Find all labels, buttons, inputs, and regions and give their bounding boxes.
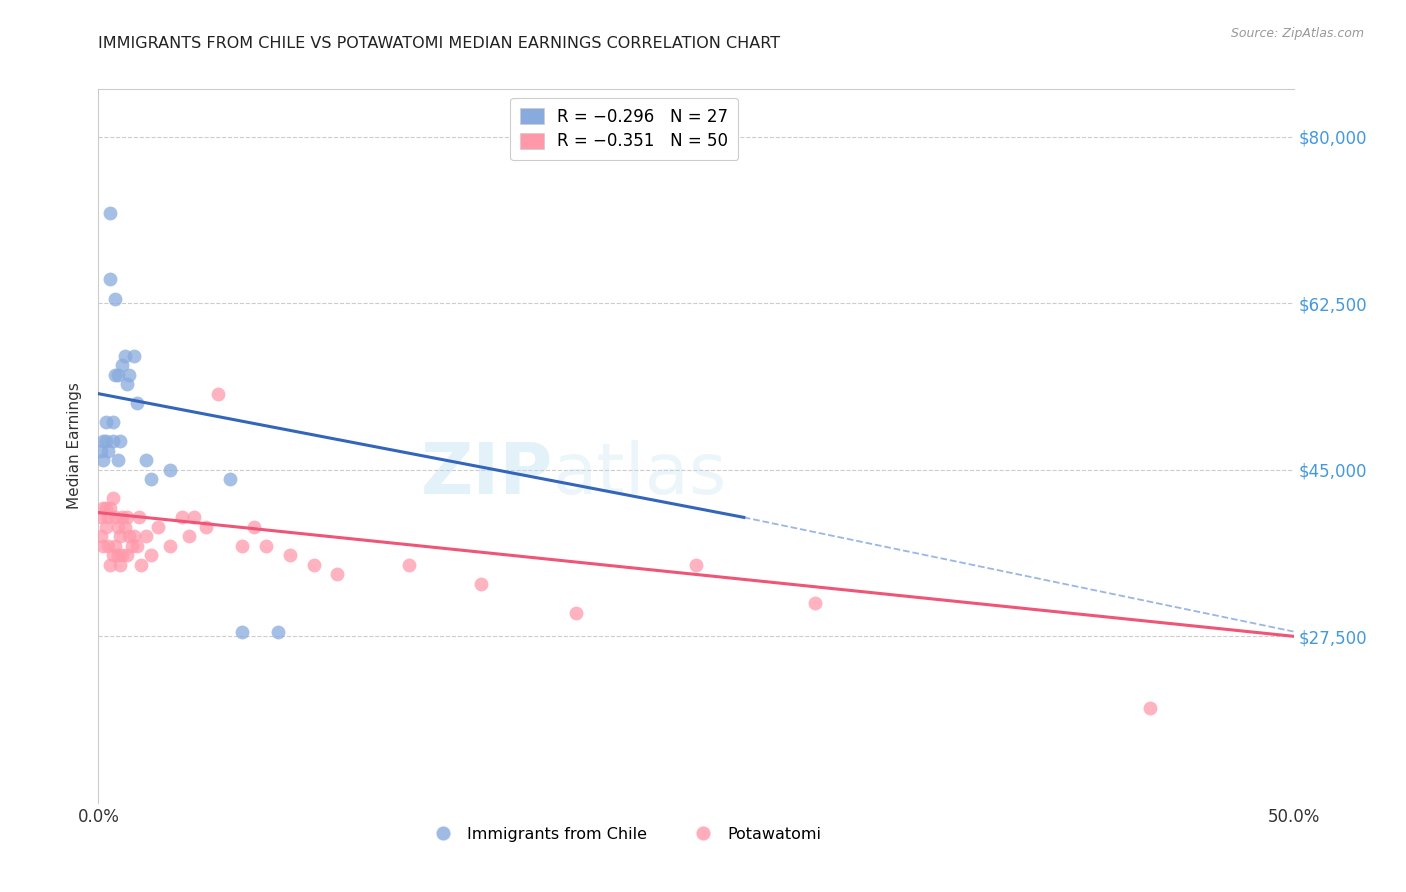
Text: Source: ZipAtlas.com: Source: ZipAtlas.com [1230, 27, 1364, 40]
Point [115, 510, 138, 524]
Point [107, 549, 129, 563]
Point [98, 500, 122, 515]
Point [115, 549, 138, 563]
Point [139, 472, 162, 486]
Point [114, 349, 136, 363]
Point [125, 539, 148, 553]
Point [94, 500, 117, 515]
Point [111, 549, 134, 563]
Point [97, 539, 120, 553]
Point [107, 520, 129, 534]
Point [108, 558, 131, 572]
Point [98, 272, 122, 286]
Point [195, 520, 218, 534]
Point [804, 596, 827, 610]
Point [91, 500, 114, 515]
Point [1139, 700, 1161, 714]
Point [124, 529, 146, 543]
Point [94, 520, 117, 534]
Point [90, 443, 112, 458]
Point [131, 558, 153, 572]
Point [128, 510, 150, 524]
Point [91, 453, 114, 467]
Point [101, 549, 124, 563]
Point [302, 558, 325, 572]
Point [135, 529, 157, 543]
Point [179, 529, 201, 543]
Point [685, 558, 707, 572]
Point [207, 386, 229, 401]
Text: ZIP: ZIP [420, 440, 553, 509]
Point [101, 434, 124, 449]
Point [104, 539, 127, 553]
Y-axis label: Median Earnings: Median Earnings [67, 383, 83, 509]
Point [98, 558, 122, 572]
Point [108, 529, 131, 543]
Point [121, 539, 143, 553]
Point [159, 539, 181, 553]
Point [267, 624, 290, 639]
Point [278, 549, 301, 563]
Point [183, 510, 205, 524]
Point [104, 292, 127, 306]
Point [97, 510, 120, 524]
Point [101, 415, 124, 429]
Point [107, 453, 129, 467]
Point [107, 368, 129, 382]
Point [219, 472, 242, 486]
Point [91, 539, 114, 553]
Point [101, 491, 124, 506]
Point [231, 624, 253, 639]
Point [135, 453, 157, 467]
Point [125, 396, 148, 410]
Point [159, 463, 181, 477]
Point [97, 443, 120, 458]
Point [114, 520, 136, 534]
Point [470, 577, 492, 591]
Point [148, 520, 170, 534]
Point [398, 558, 420, 572]
Point [231, 539, 253, 553]
Point [115, 377, 138, 392]
Point [172, 510, 194, 524]
Point [90, 529, 112, 543]
Point [90, 510, 112, 524]
Point [98, 206, 122, 220]
Point [111, 510, 134, 524]
Point [104, 510, 127, 524]
Point [139, 549, 162, 563]
Point [118, 529, 141, 543]
Point [124, 349, 146, 363]
Point [94, 434, 117, 449]
Text: atlas: atlas [553, 440, 727, 509]
Point [254, 539, 277, 553]
Point [111, 358, 134, 372]
Point [91, 434, 114, 449]
Point [94, 415, 117, 429]
Point [108, 434, 131, 449]
Text: IMMIGRANTS FROM CHILE VS POTAWATOMI MEDIAN EARNINGS CORRELATION CHART: IMMIGRANTS FROM CHILE VS POTAWATOMI MEDI… [98, 36, 780, 51]
Point [104, 368, 127, 382]
Point [118, 368, 141, 382]
Point [326, 567, 349, 582]
Point [565, 606, 588, 620]
Point [243, 520, 266, 534]
Legend: Immigrants from Chile, Potawatomi: Immigrants from Chile, Potawatomi [420, 821, 828, 848]
